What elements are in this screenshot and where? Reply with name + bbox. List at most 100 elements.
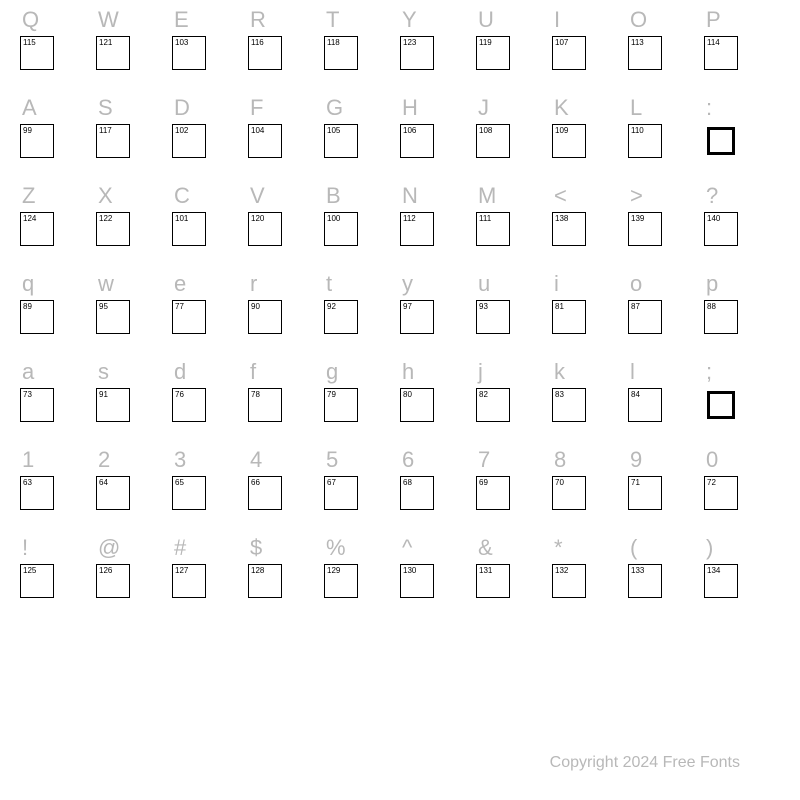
glyph-char: R <box>248 4 266 36</box>
glyph-cell: W121 <box>96 4 172 92</box>
glyph-char: E <box>172 4 189 36</box>
glyph-code: 121 <box>99 38 112 47</box>
glyph-cell: 264 <box>96 444 172 532</box>
glyph-code: 93 <box>479 302 488 311</box>
glyph-code: 128 <box>251 566 264 575</box>
glyph-box: 119 <box>476 36 510 70</box>
glyph-char: B <box>324 180 341 212</box>
glyph-box: 130 <box>400 564 434 598</box>
glyph-cell: j82 <box>476 356 552 444</box>
footer-copyright: Copyright 2024 Free Fonts <box>550 754 740 772</box>
glyph-box: 71 <box>628 476 662 510</box>
glyph-code: 140 <box>707 214 720 223</box>
glyph-box: 132 <box>552 564 586 598</box>
glyph-char: i <box>552 268 559 300</box>
glyph-box: 120 <box>248 212 282 246</box>
glyph-cell: 567 <box>324 444 400 532</box>
glyph-cell: f78 <box>248 356 324 444</box>
glyph-char: e <box>172 268 186 300</box>
glyph-cell: D102 <box>172 92 248 180</box>
glyph-char: 4 <box>248 444 262 476</box>
glyph-char: r <box>248 268 257 300</box>
glyph-cell: : <box>704 92 780 180</box>
glyph-char: F <box>248 92 263 124</box>
glyph-cell: R 116 <box>248 4 324 92</box>
glyph-box: 108 <box>476 124 510 158</box>
glyph-char: ; <box>704 356 712 388</box>
glyph-cell: t92 <box>324 268 400 356</box>
glyph-box: 90 <box>248 300 282 334</box>
glyph-cell: J108 <box>476 92 552 180</box>
glyph-char: g <box>324 356 338 388</box>
glyph-box: 115 <box>20 36 54 70</box>
glyph-cell: 365 <box>172 444 248 532</box>
glyph-box: 79 <box>324 388 358 422</box>
glyph-cell: d76 <box>172 356 248 444</box>
glyph-char: 7 <box>476 444 490 476</box>
glyph-box: 127 <box>172 564 206 598</box>
glyph-cell: ? 140 <box>704 180 780 268</box>
glyph-code: 113 <box>631 38 644 47</box>
glyph-box <box>707 127 735 155</box>
glyph-cell: y97 <box>400 268 476 356</box>
glyph-box: 92 <box>324 300 358 334</box>
glyph-cell: p88 <box>704 268 780 356</box>
glyph-cell: Q115 <box>20 4 96 92</box>
glyph-cell: a 73 <box>20 356 96 444</box>
glyph-char: 6 <box>400 444 414 476</box>
glyph-cell: 163 <box>20 444 96 532</box>
glyph-char: 2 <box>96 444 110 476</box>
glyph-cell: ! 125 <box>20 532 96 620</box>
glyph-code: 73 <box>23 390 32 399</box>
glyph-box: 73 <box>20 388 54 422</box>
glyph-box: 93 <box>476 300 510 334</box>
glyph-code: 122 <box>99 214 112 223</box>
glyph-code: 91 <box>99 390 108 399</box>
glyph-char: Z <box>20 180 35 212</box>
glyph-char: ! <box>20 532 28 564</box>
glyph-box: 72 <box>704 476 738 510</box>
glyph-box: 117 <box>96 124 130 158</box>
glyph-char: V <box>248 180 265 212</box>
glyph-box: 88 <box>704 300 738 334</box>
glyph-code: 95 <box>99 302 108 311</box>
glyph-box <box>707 391 735 419</box>
glyph-box: 99 <box>20 124 54 158</box>
glyph-box: 97 <box>400 300 434 334</box>
glyph-char: N <box>400 180 418 212</box>
glyph-box: 113 <box>628 36 662 70</box>
glyph-code: 119 <box>479 38 492 47</box>
glyph-char: 9 <box>628 444 642 476</box>
glyph-char: ^ <box>400 532 412 564</box>
glyph-code: 123 <box>403 38 416 47</box>
glyph-code: 116 <box>251 38 264 47</box>
glyph-code: 81 <box>555 302 564 311</box>
glyph-code: 125 <box>23 566 36 575</box>
glyph-char: > <box>628 180 643 212</box>
glyph-cell: 466 <box>248 444 324 532</box>
glyph-code: 65 <box>175 478 184 487</box>
glyph-code: 106 <box>403 126 416 135</box>
glyph-box: 69 <box>476 476 510 510</box>
glyph-code: 66 <box>251 478 260 487</box>
glyph-char: A <box>20 92 37 124</box>
glyph-cell: q89 <box>20 268 96 356</box>
glyph-char: ? <box>704 180 718 212</box>
glyph-box: 111 <box>476 212 510 246</box>
glyph-code: 67 <box>327 478 336 487</box>
glyph-box: 67 <box>324 476 358 510</box>
glyph-code: 76 <box>175 390 184 399</box>
glyph-char: j <box>476 356 483 388</box>
glyph-cell: G105 <box>324 92 400 180</box>
glyph-cell: M111 <box>476 180 552 268</box>
glyph-box: 63 <box>20 476 54 510</box>
glyph-cell: @126 <box>96 532 172 620</box>
glyph-code: 130 <box>403 566 416 575</box>
glyph-char: a <box>20 356 34 388</box>
glyph-code: 77 <box>175 302 184 311</box>
glyph-box: 91 <box>96 388 130 422</box>
glyph-code: 101 <box>175 214 188 223</box>
glyph-code: 114 <box>707 38 720 47</box>
glyph-char: P <box>704 4 721 36</box>
glyph-code: 124 <box>23 214 36 223</box>
